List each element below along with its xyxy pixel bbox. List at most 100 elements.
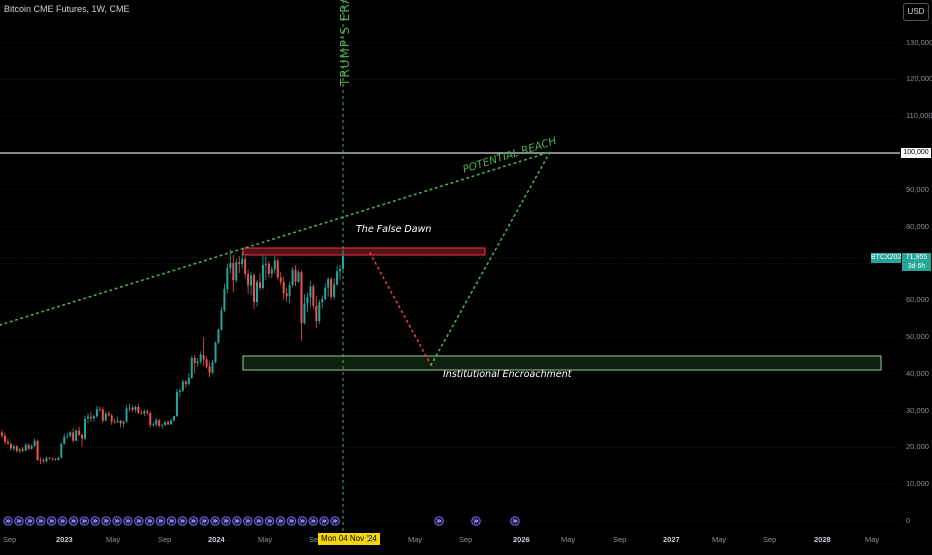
candle-body	[167, 422, 170, 425]
candle-body	[128, 407, 131, 409]
candle-body	[261, 264, 264, 289]
candle-body	[342, 256, 344, 269]
price-tick-label: 60,000	[906, 295, 929, 305]
candle-body	[178, 390, 181, 392]
trumps-era-label[interactable]: TRUMP'S ERA	[338, 0, 352, 87]
candle-body	[125, 408, 128, 422]
candle-body	[60, 444, 63, 458]
candle-body	[250, 275, 253, 286]
candle-body	[104, 413, 107, 421]
candle-body	[30, 445, 33, 449]
candle-body	[116, 420, 119, 423]
candle-body	[164, 422, 167, 425]
candle-body	[45, 458, 48, 462]
candle-body	[214, 342, 217, 363]
time-tick-label: May	[712, 535, 727, 544]
currency-button[interactable]: USD	[903, 3, 929, 21]
event-chevron-icon	[49, 519, 55, 523]
candle-body	[110, 415, 113, 422]
event-chevron-icon	[169, 519, 175, 523]
candle-body	[208, 366, 211, 373]
time-tick-label: 2028	[814, 535, 831, 544]
resistance-zone-box[interactable]	[242, 247, 486, 256]
crosshair-date-label: Mon 04 Nov '24	[318, 533, 380, 545]
event-chevron-icon	[191, 519, 196, 523]
candle-body	[21, 449, 24, 451]
price-tick-label: 30,000	[906, 405, 929, 415]
bearish-projection-line[interactable]	[369, 252, 432, 366]
event-chevron-icon	[267, 519, 273, 523]
candle-body	[95, 409, 98, 417]
candle-body	[146, 411, 149, 414]
candle-body	[291, 269, 294, 286]
candle-body	[241, 258, 244, 265]
event-chevron-icon	[114, 519, 120, 523]
candle-body	[119, 420, 122, 424]
candle-body	[9, 443, 12, 449]
event-chevron-icon	[60, 519, 66, 523]
candle-body	[288, 285, 291, 297]
time-tick-label: Sep	[459, 535, 473, 544]
support-label[interactable]: Institutional Encroachment	[443, 369, 572, 380]
candle-body	[36, 440, 39, 460]
candle-body	[66, 435, 69, 437]
resistance-label[interactable]: The False Dawn	[356, 224, 432, 235]
candlestick-series	[1, 249, 344, 464]
candle-body	[211, 362, 214, 373]
candle-body	[161, 424, 164, 426]
candle-body	[324, 287, 327, 300]
candle-body	[18, 449, 21, 452]
candle-body	[235, 262, 238, 281]
candle-body	[276, 260, 279, 278]
bullish-projection-line[interactable]	[430, 151, 551, 366]
candle-body	[190, 357, 193, 378]
candle-body	[24, 444, 27, 451]
event-chevron-icon	[71, 519, 77, 523]
candle-body	[327, 278, 330, 288]
price-tick-label: 130,000	[906, 37, 932, 47]
candle-body	[294, 269, 297, 282]
candle-body	[48, 458, 51, 459]
event-chevron-icon	[310, 519, 316, 523]
event-chevron-icon	[245, 519, 251, 523]
candle-body	[297, 272, 300, 282]
time-tick-label: May	[106, 535, 121, 544]
event-chevron-icon	[512, 519, 518, 523]
candle-body	[199, 354, 202, 362]
candle-body	[42, 460, 45, 462]
event-chevron-icon	[82, 519, 87, 523]
support-zone-box[interactable]	[242, 355, 882, 371]
candle-body	[282, 281, 285, 294]
event-chevron-icon	[5, 519, 11, 523]
candle-body	[321, 299, 324, 303]
candle-body	[187, 377, 190, 385]
candle-body	[92, 416, 95, 419]
current-symbol-tag: BTCX2024	[871, 253, 906, 263]
candle-body	[1, 432, 3, 436]
candle-body	[238, 262, 241, 265]
potential-reach-trendline[interactable]	[0, 151, 551, 326]
event-chevron-icon	[16, 519, 22, 523]
candle-body	[113, 421, 116, 423]
candle-body	[247, 274, 250, 286]
time-tick-label: 2023	[56, 535, 73, 544]
candle-body	[143, 411, 146, 414]
candle-body	[267, 263, 270, 274]
event-chevron-icon	[38, 519, 44, 523]
candle-body	[15, 446, 18, 452]
symbol-title[interactable]: Bitcoin CME Futures, 1W, CME	[4, 4, 130, 14]
candle-body	[318, 302, 321, 322]
candle-body	[57, 457, 60, 460]
candle-body	[303, 303, 306, 324]
candle-body	[39, 459, 42, 461]
candle-body	[84, 418, 87, 439]
candle-body	[63, 436, 66, 445]
candle-body	[300, 272, 303, 324]
price-tick-label: 20,000	[906, 442, 929, 452]
candle-body	[253, 275, 256, 303]
event-chevron-icon	[278, 519, 284, 523]
current-price-tag: 71,955	[902, 253, 931, 262]
candle-body	[98, 409, 101, 410]
